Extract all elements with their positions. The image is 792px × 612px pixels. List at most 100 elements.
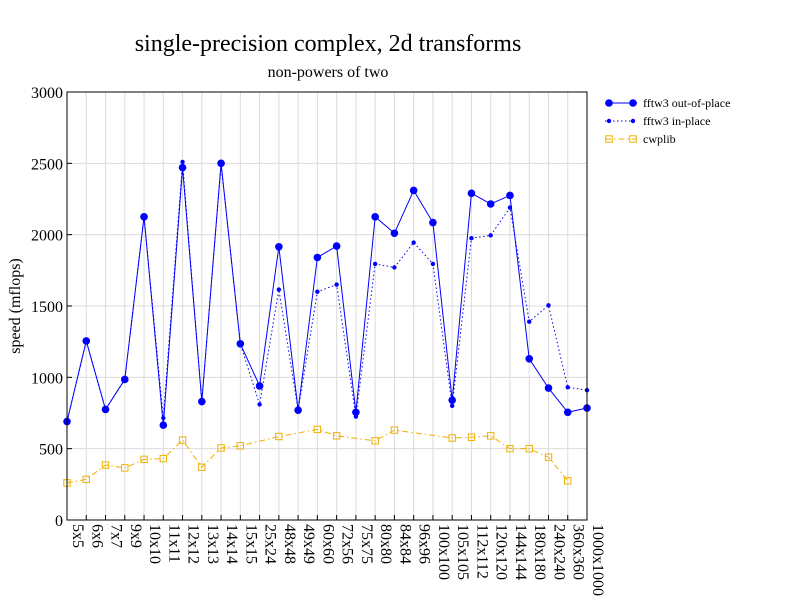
x-tick-label: 25x24 [262,524,279,564]
data-point [334,282,339,287]
x-tick-label: 72x56 [339,524,356,564]
data-point [371,437,379,445]
data-point [467,189,476,198]
y-ticks: 0 500 1000 1500 2000 2500 3000 [31,85,72,530]
data-point [332,432,341,440]
legend-marker [605,99,613,107]
data-point [486,200,495,208]
x-ticks: 5x5 6x6 7x7 9x9 10x10 11x11 12x12 13x13 14x14 15x… [66,515,606,596]
x-tick-label: 105x105 [454,524,471,580]
data-point [372,261,378,267]
data-point [487,432,495,440]
plot-frame [66,91,588,521]
legend-marker [630,118,636,124]
y-tick-label: 1000 [31,370,63,387]
x-tick-label: 13x13 [204,524,221,564]
x-tick-label: 180x180 [531,524,548,580]
legend-marker [629,99,637,107]
series-line [66,428,569,484]
x-tick-label: 60x60 [319,524,336,564]
data-point [199,399,205,404]
y-tick-label: 1500 [31,299,63,316]
y-tick-label: 3000 [31,85,63,102]
data-point [352,408,360,417]
legend-label: cwplib [643,132,676,146]
legend-marker [605,135,613,143]
series-2 [63,425,572,487]
x-tick-label: 84x84 [396,524,413,564]
data-point [411,240,416,245]
x-tick-label: 14x14 [223,524,240,564]
data-point [390,229,399,238]
data-point [565,385,570,390]
data-point [276,287,282,292]
chart-title: single-precision complex, 2d transforms [135,31,522,57]
y-tick-label: 2500 [31,156,63,173]
x-tick-label: 120x120 [493,524,510,580]
x-tick-label: 49x49 [300,524,317,564]
data-point [488,233,493,238]
data-point [390,426,399,434]
legend-marker [629,135,637,143]
data-point [332,242,341,250]
data-point [315,289,320,294]
data-point [122,377,127,382]
data-point [506,444,514,453]
series-line [66,161,588,422]
data-point [121,464,129,472]
data-point [449,403,455,409]
data-point [275,432,283,441]
x-tick-label: 12x12 [185,524,202,564]
data-point [409,186,418,195]
data-point [506,191,514,200]
data-point [275,242,283,251]
x-tick-label: 1000x1000 [589,524,606,596]
x-tick-label: 240x240 [550,524,567,580]
x-tick-label: 6x6 [88,524,105,548]
data-point [161,415,166,421]
data-point [140,455,148,464]
x-tick-label: 7x7 [108,524,125,548]
series-0 [63,159,591,429]
data-point [159,421,168,429]
data-point [563,408,572,417]
data-point [546,303,551,308]
x-tick-label: 144x144 [512,524,529,580]
x-tick-label: 5x5 [69,524,86,548]
data-point [82,475,90,484]
data-point [159,454,167,463]
data-point [180,159,185,165]
chart-subtitle: non-powers of two [268,64,389,81]
data-point [429,218,437,227]
data-point [313,425,322,434]
y-tick-label: 0 [55,513,63,530]
legend-marker [606,118,612,124]
x-tick-label: 360x360 [570,524,587,580]
data-point [544,453,553,461]
data-point [236,442,245,450]
data-point [178,163,187,172]
data-point [564,477,572,485]
data-point [218,162,224,167]
data-point [84,338,89,344]
x-tick-label: 75x75 [358,524,375,564]
x-tick-label: 11x11 [165,524,182,563]
data-point [217,444,225,452]
y-tick-label: 500 [39,442,63,459]
data-point [525,354,534,363]
data-point [295,407,301,413]
data-point [448,396,456,404]
data-point [467,433,476,441]
data-point [430,261,436,267]
data-point [392,265,397,270]
data-point [198,463,206,471]
data-point [353,414,359,419]
x-tick-label: 9x9 [127,524,144,548]
y-axis-label: speed (mflops) [7,258,24,354]
data-point [255,382,264,390]
data-point [257,402,262,407]
data-point [141,214,147,220]
x-tick-label: 48x48 [281,524,298,564]
legend-label: fftw3 in-place [643,114,710,128]
